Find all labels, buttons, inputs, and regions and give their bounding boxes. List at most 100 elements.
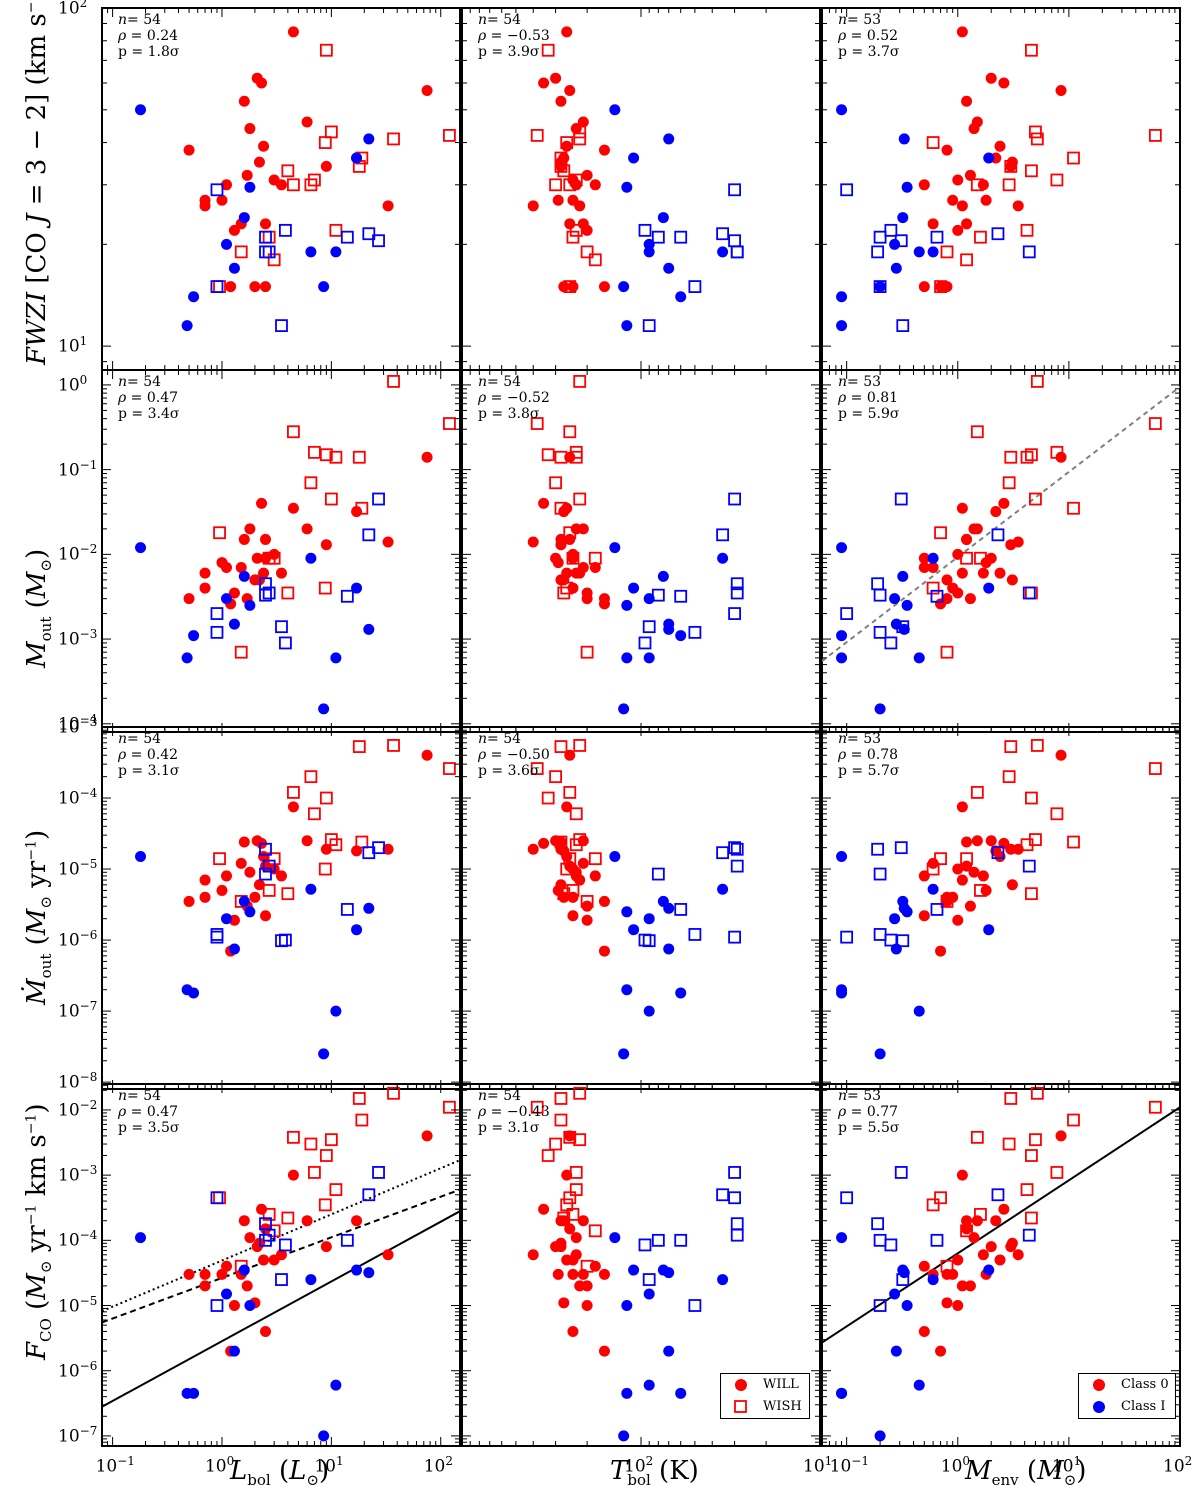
y-tick-label: 10−4 — [58, 786, 98, 809]
point-will-classI — [351, 1264, 363, 1276]
point-will-class0 — [538, 1203, 550, 1215]
fit-line-solid — [102, 1210, 460, 1408]
point-will-class0 — [228, 587, 240, 599]
point-will-class0 — [238, 533, 250, 545]
point-will-classI — [663, 902, 675, 914]
point-will-classI — [135, 851, 147, 863]
point-will-classI — [913, 1005, 925, 1017]
point-wish-class0 — [308, 445, 321, 459]
point-will-class0 — [947, 194, 959, 206]
point-will-class0 — [260, 281, 272, 293]
point-wish-class0 — [1020, 450, 1034, 464]
point-wish-class0 — [1025, 1211, 1038, 1225]
point-wish-class0 — [566, 551, 580, 565]
point-will-class0 — [235, 857, 247, 869]
y-tick-label: 10−7 — [58, 999, 98, 1022]
point-will-class0 — [998, 497, 1010, 509]
point-wish-class0 — [442, 762, 456, 775]
point-wish-class0 — [287, 1130, 300, 1144]
point-wish-class0 — [563, 526, 577, 540]
point-wish-class0 — [1025, 448, 1038, 462]
y-tick-label: 100 — [58, 372, 88, 396]
point-will-class0 — [977, 870, 989, 882]
point-wish-classI — [894, 234, 908, 248]
point-will-classI — [188, 291, 200, 303]
point-will-class0 — [577, 523, 589, 535]
point-will-class0 — [564, 85, 576, 97]
point-will-class0 — [216, 884, 228, 896]
point-wish-classI — [362, 1188, 376, 1202]
point-wish-class0 — [1148, 417, 1162, 430]
point-will-classI — [621, 181, 633, 193]
point-wish-class0 — [318, 862, 332, 876]
point-will-class0 — [320, 843, 332, 855]
point-will-class0 — [927, 218, 939, 230]
point-wish-classI — [210, 607, 224, 620]
point-wish-classI — [728, 607, 741, 620]
point-wish-classI — [896, 319, 910, 333]
point-wish-classI — [674, 230, 688, 244]
point-wish-class0 — [554, 835, 568, 849]
point-wish-classI — [259, 245, 272, 259]
point-will-class0 — [527, 1249, 539, 1261]
point-wish-classI — [991, 846, 1005, 860]
point-wish-class0 — [1067, 1113, 1080, 1127]
stats-box: n= 53 ρ = 0.52 p = 3.7σ — [838, 12, 900, 60]
point-will-classI — [628, 582, 640, 594]
point-wish-class0 — [442, 128, 456, 142]
y-tick-label: 102 — [58, 0, 88, 19]
point-wish-class0 — [563, 785, 577, 799]
point-wish-class0 — [530, 1100, 544, 1114]
point-wish-class0 — [262, 1207, 276, 1221]
stats-box: n= 54 ρ = 0.47 p = 3.4σ — [118, 374, 180, 422]
point-will-class0 — [961, 1215, 973, 1227]
point-will-classI — [663, 133, 675, 145]
point-will-classI — [643, 652, 655, 664]
point-will-classI — [663, 262, 675, 274]
point-wish-classI — [651, 1233, 665, 1247]
point-will-classI — [836, 1232, 848, 1244]
point-wish-classI — [278, 223, 292, 237]
point-will-class0 — [598, 281, 610, 293]
point-will-classI — [618, 1430, 630, 1442]
point-wish-class0 — [329, 1183, 343, 1196]
point-will-class0 — [598, 1345, 610, 1357]
point-wish-classI — [873, 588, 887, 602]
point-wish-class0 — [352, 1092, 366, 1105]
point-will-class0 — [577, 857, 589, 869]
point-will-class0 — [567, 548, 579, 560]
point-will-class0 — [382, 843, 394, 855]
point-wish-class0 — [1050, 807, 1064, 821]
point-will-classI — [628, 152, 640, 164]
point-will-classI — [305, 883, 317, 895]
point-will-class0 — [956, 26, 968, 38]
point-will-classI — [643, 913, 655, 925]
point-will-classI — [621, 1300, 633, 1312]
point-wish-classI — [275, 1273, 288, 1286]
point-will-class0 — [258, 140, 270, 152]
point-wish-class0 — [318, 136, 332, 149]
point-wish-class0 — [940, 895, 954, 908]
point-wish-class0 — [287, 425, 300, 439]
point-will-class0 — [581, 1280, 593, 1292]
point-wish-class0 — [1025, 1149, 1038, 1162]
point-wish-class0 — [934, 280, 947, 293]
legend-survey: WILL WISH — [720, 1373, 810, 1419]
stats-box: n= 54 ρ = −0.43 p = 3.1σ — [478, 1088, 550, 1136]
point-wish-class0 — [1020, 838, 1034, 852]
point-will-class0 — [301, 835, 313, 847]
point-will-classI — [983, 924, 995, 936]
point-wish-class0 — [569, 838, 583, 852]
point-will-class0 — [941, 1297, 953, 1309]
point-wish-class0 — [940, 245, 954, 259]
point-wish-class0 — [1029, 492, 1042, 506]
point-will-classI — [221, 238, 233, 250]
point-will-classI — [621, 984, 633, 996]
point-will-classI — [913, 652, 925, 664]
point-will-class0 — [538, 497, 550, 509]
point-will-class0 — [598, 1268, 610, 1280]
point-wish-class0 — [262, 884, 276, 897]
legend-class: Class 0 Class I — [1078, 1373, 1176, 1419]
point-will-class0 — [577, 116, 589, 128]
point-will-class0 — [567, 1254, 579, 1266]
